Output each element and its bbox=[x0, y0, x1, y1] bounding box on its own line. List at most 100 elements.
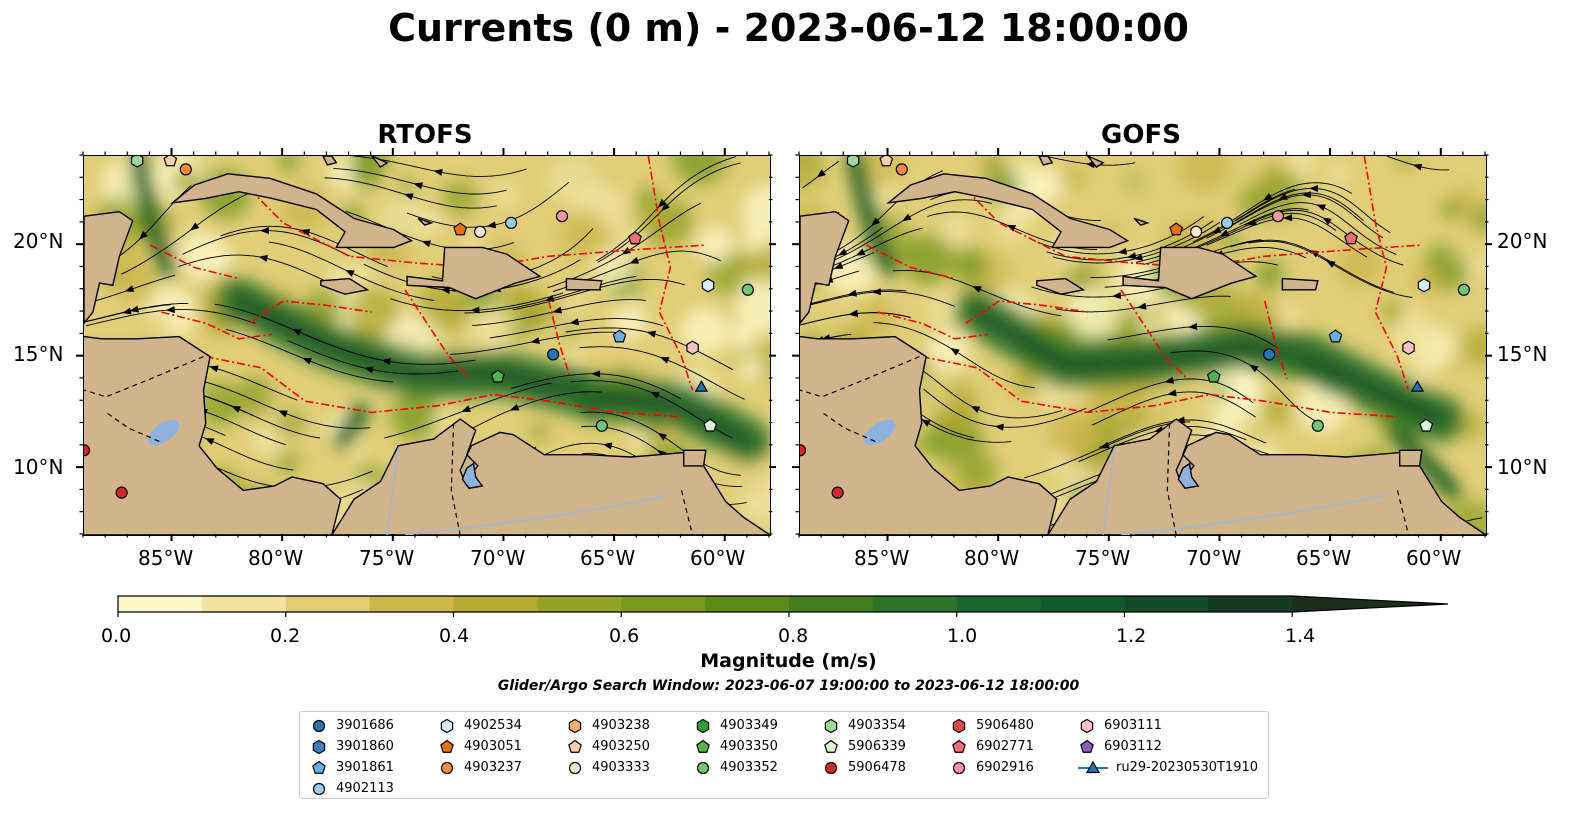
lat-tick-label: 15°N bbox=[13, 342, 63, 366]
lon-tick-label: 85°W bbox=[854, 546, 909, 570]
legend-item: 5906480 bbox=[950, 715, 1034, 736]
legend-label: 4903352 bbox=[720, 760, 778, 775]
legend-label: 4903250 bbox=[592, 739, 650, 754]
legend-label: 4903350 bbox=[720, 739, 778, 754]
legend-item: 4903350 bbox=[694, 736, 778, 757]
legend-pentagon-icon bbox=[953, 740, 965, 752]
lon-tick-label: 75°W bbox=[1075, 546, 1130, 570]
legend-marker-icon bbox=[822, 760, 840, 776]
legend-pentagon-icon bbox=[313, 761, 325, 773]
legend-hexagon-icon bbox=[953, 719, 964, 732]
legend-label: ru29-20230530T1910 bbox=[1116, 760, 1258, 775]
legend-label: 4902113 bbox=[336, 781, 394, 796]
legend-label: 5906339 bbox=[848, 739, 906, 754]
colorbar bbox=[110, 592, 1460, 622]
legend-item: 4903333 bbox=[566, 757, 650, 778]
legend-marker-icon bbox=[310, 718, 328, 734]
lat-tick-label: 15°N bbox=[1497, 342, 1547, 366]
legend-item: 4902113 bbox=[310, 778, 394, 799]
legend-hexagon-icon bbox=[569, 719, 580, 732]
colorbar-tick: 0.8 bbox=[778, 625, 808, 647]
lon-tick-label: 60°W bbox=[1406, 546, 1461, 570]
lon-tick-label: 70°W bbox=[470, 546, 525, 570]
legend-circle-icon bbox=[570, 762, 581, 773]
legend-label: 6903111 bbox=[1104, 718, 1162, 733]
colorbar-tick: 1.0 bbox=[947, 625, 977, 647]
legend-label: 3901861 bbox=[336, 760, 394, 775]
legend-item: 4903354 bbox=[822, 715, 906, 736]
legend-marker-icon bbox=[694, 760, 712, 776]
legend-item: 3901861 bbox=[310, 757, 394, 778]
legend-item: 3901686 bbox=[310, 715, 394, 736]
legend-label: 3901686 bbox=[336, 718, 394, 733]
legend-marker-icon bbox=[694, 718, 712, 734]
legend-label: 4903333 bbox=[592, 760, 650, 775]
legend-item: ru29-20230530T1910 bbox=[1078, 757, 1258, 778]
lon-tick-label: 85°W bbox=[138, 546, 193, 570]
legend-marker-icon bbox=[438, 739, 456, 755]
legend-pentagon-icon bbox=[825, 740, 837, 752]
lon-tick-label: 80°W bbox=[964, 546, 1019, 570]
legend-item: 4903352 bbox=[694, 757, 778, 778]
legend-item: 4903051 bbox=[438, 736, 522, 757]
legend-item: 6902916 bbox=[950, 757, 1034, 778]
map-axes bbox=[0, 0, 1577, 600]
legend-marker-icon bbox=[310, 739, 328, 755]
legend-marker-icon bbox=[566, 760, 584, 776]
colorbar-tick: 0.6 bbox=[609, 625, 639, 647]
colorbar-tick: 1.4 bbox=[1285, 625, 1315, 647]
legend-circle-icon bbox=[314, 783, 325, 794]
legend-item: 4902534 bbox=[438, 715, 522, 736]
legend-item: 6903112 bbox=[1078, 736, 1162, 757]
legend-label: 4903349 bbox=[720, 718, 778, 733]
legend-marker-icon bbox=[438, 718, 456, 734]
legend-hexagon-icon bbox=[825, 719, 836, 732]
legend-item: 5906478 bbox=[822, 757, 906, 778]
lat-tick-label: 20°N bbox=[13, 229, 63, 253]
lon-tick-label: 70°W bbox=[1186, 546, 1241, 570]
legend-label: 5906480 bbox=[976, 718, 1034, 733]
legend-marker-icon bbox=[1078, 739, 1096, 755]
colorbar-tick: 0.0 bbox=[101, 625, 131, 647]
legend-marker-icon bbox=[566, 718, 584, 734]
legend-label: 3901860 bbox=[336, 739, 394, 754]
legend-marker-icon bbox=[566, 739, 584, 755]
legend-hexagon-icon bbox=[441, 719, 452, 732]
legend-pentagon-icon bbox=[1081, 740, 1093, 752]
legend-marker-icon bbox=[694, 739, 712, 755]
legend-marker-icon bbox=[822, 718, 840, 734]
legend-marker-icon bbox=[950, 739, 968, 755]
legend-marker-icon bbox=[822, 739, 840, 755]
lat-tick-label: 10°N bbox=[1497, 455, 1547, 479]
legend-marker-icon bbox=[950, 760, 968, 776]
legend-circle-icon bbox=[314, 720, 325, 731]
legend-marker-icon bbox=[310, 781, 328, 797]
legend-pentagon-icon bbox=[441, 740, 453, 752]
lat-tick-label: 20°N bbox=[1497, 229, 1547, 253]
legend-marker-icon bbox=[438, 760, 456, 776]
legend-marker-icon bbox=[1078, 760, 1108, 776]
legend-hexagon-icon bbox=[697, 719, 708, 732]
legend-item: 4903237 bbox=[438, 757, 522, 778]
legend-item: 6903111 bbox=[1078, 715, 1162, 736]
legend-label: 4902534 bbox=[464, 718, 522, 733]
search-window-note: Glider/Argo Search Window: 2023-06-07 19… bbox=[0, 678, 1577, 694]
legend-hexagon-icon bbox=[313, 740, 324, 753]
legend-pentagon-icon bbox=[697, 740, 709, 752]
legend-circle-icon bbox=[698, 762, 709, 773]
lon-tick-label: 80°W bbox=[248, 546, 303, 570]
colorbar-tick: 0.2 bbox=[270, 625, 300, 647]
legend-marker-icon bbox=[950, 718, 968, 734]
legend-item: 5906339 bbox=[822, 736, 906, 757]
legend-label: 6902916 bbox=[976, 760, 1034, 775]
colorbar-label: Magnitude (m/s) bbox=[0, 650, 1577, 672]
colorbar-tick: 1.2 bbox=[1116, 625, 1146, 647]
legend-label: 5906478 bbox=[848, 760, 906, 775]
legend-circle-icon bbox=[442, 762, 453, 773]
legend-label: 6902771 bbox=[976, 739, 1034, 754]
legend-circle-icon bbox=[954, 762, 965, 773]
legend-label: 4903237 bbox=[464, 760, 522, 775]
legend-label: 4903051 bbox=[464, 739, 522, 754]
legend-label: 6903112 bbox=[1104, 739, 1162, 754]
float-legend: 3901686 3901860 3901861 4902113 4902534 49030… bbox=[299, 711, 1269, 799]
